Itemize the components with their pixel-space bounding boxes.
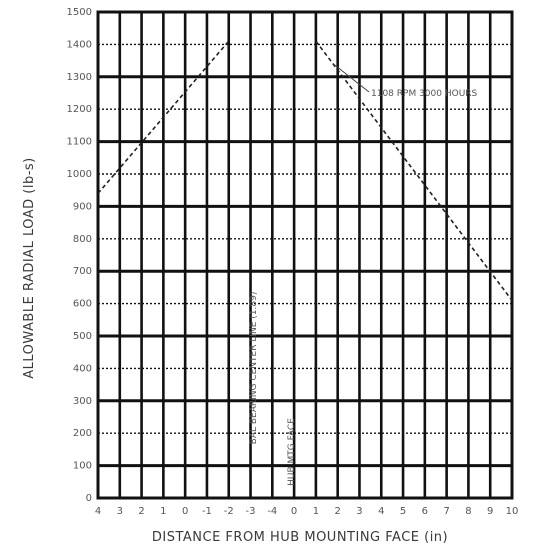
y-axis-title: ALLOWABLE RADIAL LOAD (lb-s) [22,157,37,379]
y-tick-label: 800 [73,234,92,245]
y-tick-label: 700 [73,266,92,277]
y-tick-label: 1300 [67,72,92,83]
x-tick-label: 9 [487,506,493,517]
curve-label: 1108 RPM 3000 HOURS [371,89,478,99]
x-tick-label: 4 [378,506,384,517]
x-tick-label: 2 [138,506,144,517]
y-tick-label: 400 [73,363,92,374]
x-tick-label: 1 [160,506,166,517]
x-tick-label: -2 [224,506,234,517]
y-tick-label: 600 [73,299,92,310]
x-tick-label: 0 [182,506,188,517]
x-tick-label: 0 [291,506,297,517]
x-tick-label: -1 [202,506,212,517]
y-tick-label: 200 [73,428,92,439]
y-tick-label: 300 [73,396,92,407]
y-tick-label: 0 [86,493,92,504]
x-tick-label: 4 [95,506,101,517]
hub-mounting-face-label: HUB MTG FACE [287,418,297,486]
x-tick-label: 1 [313,506,319,517]
x-tick-label: 3 [117,506,123,517]
x-axis-title: DISTANCE FROM HUB MOUNTING FACE (in) [152,530,448,545]
bearing-centerline-label: BAL BEARING CENTER LINE (1.89) [249,292,259,445]
y-tick-labels: 1500140013001200110010009008007006005004… [67,7,92,504]
x-tick-labels: 4 3 2 1 0 -1 -2 -3 -4 0 1 2 3 4 5 6 7 8 9 10 [95,506,519,517]
x-tick-label: 3 [356,506,362,517]
y-tick-label: 100 [73,461,92,472]
y-tick-label: 1200 [67,104,92,115]
x-tick-label: 5 [400,506,406,517]
y-tick-label: 1500 [67,7,92,18]
curve-label-leader [333,63,370,93]
y-tick-label: 900 [73,201,92,212]
x-tick-label: 10 [506,506,519,517]
y-tick-label: 1100 [67,137,92,148]
x-tick-label: -3 [246,506,256,517]
x-tick-label: 6 [422,506,428,517]
y-tick-label: 1000 [67,169,92,180]
x-tick-label: 7 [443,506,449,517]
y-tick-label: 1400 [67,39,92,50]
load-curve-2 [315,40,513,301]
load-curve-1 [97,40,230,194]
plot-frame [96,10,514,500]
x-tick-label: 8 [465,506,471,517]
x-tick-label: -4 [267,506,277,517]
plot-marks [97,12,513,498]
y-tick-label: 500 [73,331,92,342]
x-tick-label: 2 [334,506,340,517]
